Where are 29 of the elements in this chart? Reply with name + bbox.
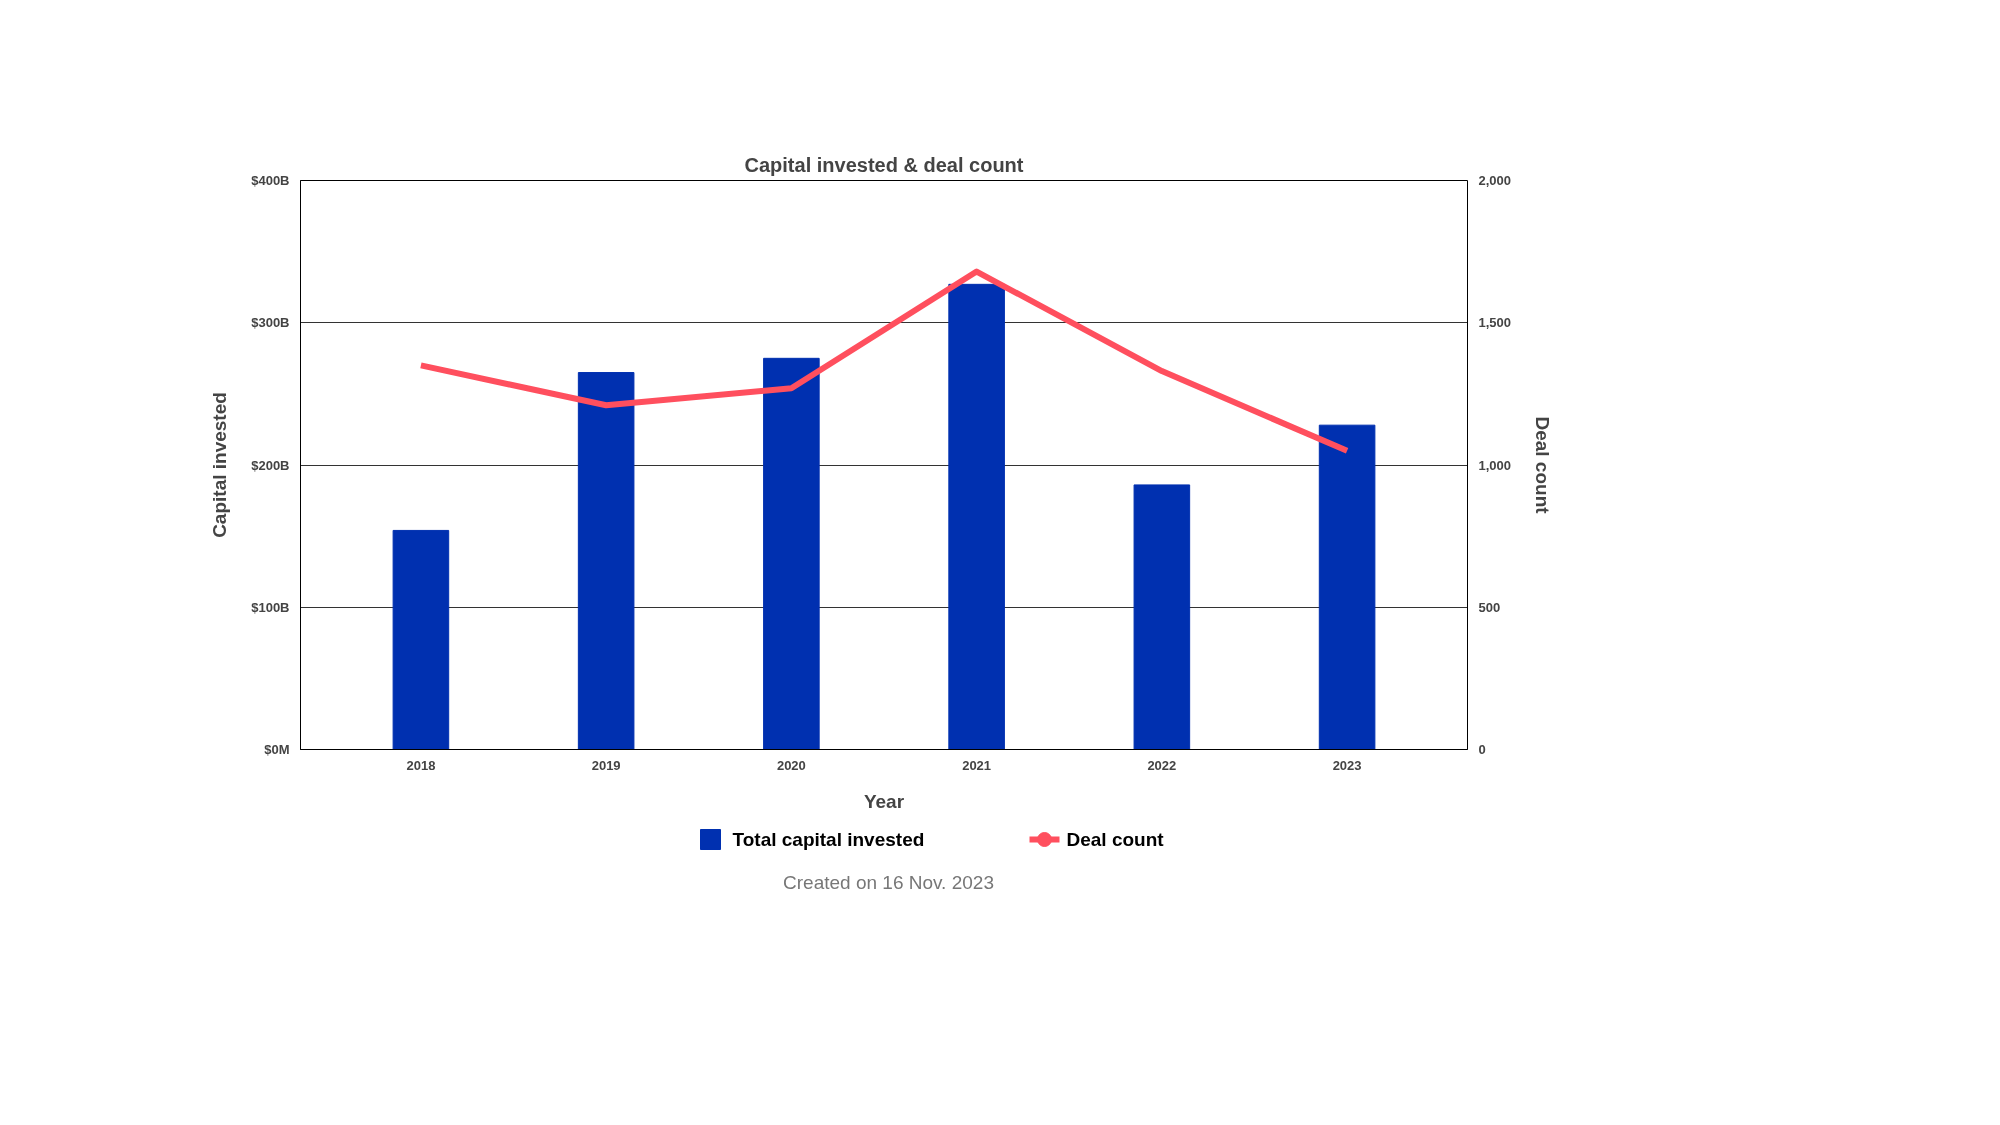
x-tick-label: 2020 (776, 757, 806, 773)
bar (577, 372, 635, 750)
bar (1133, 484, 1191, 750)
y-tick-label: $200B (251, 457, 290, 473)
y-tick-label: $300B (251, 315, 290, 331)
legend-label: Total capital invested (732, 829, 925, 850)
x-tick-label: 2023 (1332, 757, 1362, 773)
legend-label: Deal count (1066, 829, 1165, 850)
text: Created on 16 Nov. 2023 (783, 871, 994, 895)
chart-title: Capital invested & deal count (744, 153, 1024, 176)
y-tick-label: $0M (264, 742, 290, 757)
x-tick-label: 2019 (591, 757, 621, 773)
y-axis-title: Capital invested (209, 392, 231, 538)
y-tick-label: $400B (251, 173, 290, 188)
bar (1318, 424, 1376, 750)
x-tick-label: 2022 (1147, 757, 1177, 773)
bar (948, 283, 1005, 750)
y-tick-label: $100B (251, 599, 290, 615)
y2-tick-label: 2,000 (1478, 173, 1512, 188)
bar (392, 529, 450, 750)
x-axis-title: Year (863, 790, 905, 812)
y2-axis-title: Deal count (1532, 416, 1554, 515)
y2-tick-label: 0 (1478, 742, 1486, 757)
bar (763, 357, 820, 750)
y2-tick-label: 500 (1478, 599, 1501, 615)
y2-tick-label: 1,500 (1478, 315, 1512, 331)
y2-tick-label: 1,000 (1478, 457, 1512, 473)
x-tick-label: 2021 (962, 757, 992, 773)
x-tick-label: 2018 (406, 757, 436, 773)
